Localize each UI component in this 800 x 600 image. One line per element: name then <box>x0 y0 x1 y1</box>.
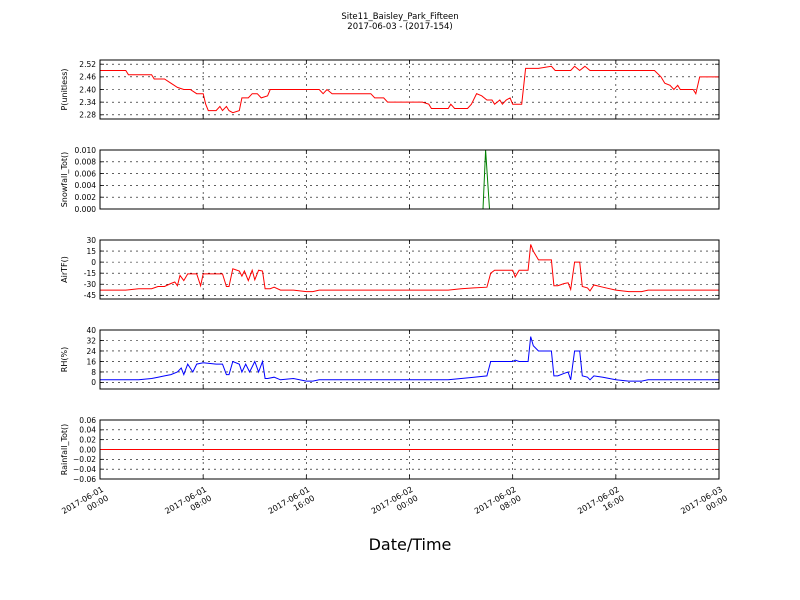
y-tick-label: 0.002 <box>75 193 97 202</box>
series-line-2 <box>100 244 719 293</box>
y-tick-label: 0.010 <box>75 146 97 155</box>
series-line-3 <box>100 336 719 382</box>
y-tick-label: 15 <box>86 247 96 256</box>
y-tick-label: 0.02 <box>79 435 96 444</box>
chart-subtitle: 2017-06-03 - (2017-154) <box>347 22 452 32</box>
y-tick-label: 0.004 <box>75 181 97 190</box>
y-tick-label: 40 <box>86 326 96 335</box>
panel-4: 0.060.040.020.00−0.02−0.04−0.06 Rainfall_… <box>60 416 720 484</box>
y-tick-label: 16 <box>86 357 96 366</box>
y-tick-label: 32 <box>86 336 96 345</box>
y-tick-label: 2.34 <box>79 98 96 107</box>
plot-frame <box>99 239 720 300</box>
panels: 2.52 2.46 2.40 2.34 2.28 P(unitless) 0.010 0.00… <box>60 59 720 484</box>
x-axis-label: Date/Time <box>369 535 452 554</box>
y-tick-label: −0.04 <box>73 465 96 474</box>
y-tick-label: 2.28 <box>79 111 96 120</box>
y-tick-label: 8 <box>91 368 96 377</box>
series-line-0 <box>100 65 719 114</box>
y-axis-label: Rainfall_Tot() <box>60 424 69 476</box>
y-tick-label: 2.52 <box>79 60 96 69</box>
y-tick-label: 2.46 <box>79 73 96 82</box>
panel-2: 30 15 0 -15 -30 -45 AirTF() <box>60 236 720 300</box>
y-axis-label: AirTF() <box>60 256 69 283</box>
y-tick-label: 0.00 <box>79 445 96 454</box>
plot-frame <box>99 59 720 120</box>
y-tick-label: 30 <box>86 236 96 245</box>
y-tick-label: 0.04 <box>79 426 96 435</box>
y-axis-label: RH(%) <box>60 347 69 372</box>
y-tick-label: -30 <box>84 280 96 289</box>
y-tick-label: −0.02 <box>73 455 96 464</box>
plot-frame <box>99 329 720 390</box>
y-tick-label: -45 <box>84 291 96 300</box>
y-tick-label: 24 <box>86 347 96 356</box>
y-tick-label: 0 <box>91 378 96 387</box>
y-tick-label: 2.40 <box>79 85 96 94</box>
plot-frame <box>99 419 720 480</box>
y-tick-label: −0.06 <box>73 475 96 484</box>
y-tick-label: 0 <box>91 258 96 267</box>
y-tick-label: 0.006 <box>75 169 97 178</box>
chart-title: Site11_Baisley_Park_Fifteen <box>341 12 458 22</box>
panel-1: 0.010 0.008 0.006 0.004 0.002 0.000 Snowfall_T… <box>60 146 720 214</box>
plot-frame <box>99 149 720 210</box>
y-axis-label: P(unitless) <box>60 68 69 110</box>
y-tick-label: 0.06 <box>79 416 96 425</box>
panel-0: 2.52 2.46 2.40 2.34 2.28 P(unitless) <box>60 59 720 120</box>
y-tick-label: 0.000 <box>75 205 97 214</box>
y-axis-label: Snowfall_Tot() <box>60 152 69 208</box>
series-line-1 <box>100 149 719 210</box>
y-tick-label: 0.008 <box>75 158 97 167</box>
y-tick-label: -15 <box>84 269 96 278</box>
